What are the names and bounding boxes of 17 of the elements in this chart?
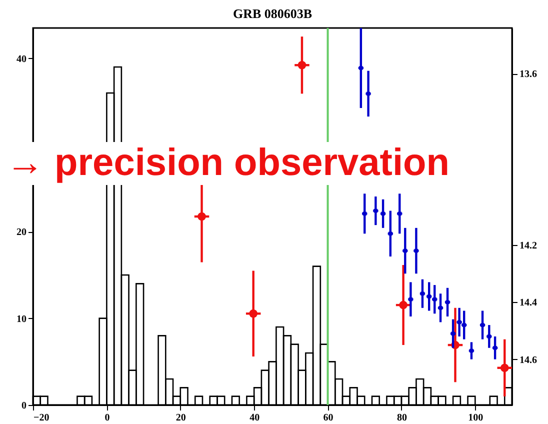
x-tick-label: 40 — [250, 412, 260, 424]
x-tick-label: 60 — [323, 412, 334, 424]
x-tick-label: 0 — [104, 412, 110, 424]
y-tick-label: 40 — [16, 54, 26, 65]
y2-tick-label: 14.4 — [520, 298, 537, 309]
x-tick-label: 100 — [468, 412, 484, 424]
y2-tick-label: 13.6 — [520, 69, 537, 80]
y-tick-label: 10 — [16, 314, 26, 325]
x-tick-label: 80 — [396, 412, 407, 424]
y2-tick-label: 14.6 — [520, 354, 537, 366]
y2-tick-label: 14.2 — [520, 240, 537, 252]
annotation: → precision observation — [2, 142, 454, 185]
y-tick-label: 20 — [16, 227, 26, 238]
chart-title: GRB 080603B — [232, 6, 312, 21]
x-tick-label: 20 — [176, 412, 186, 424]
y-tick-label: 0 — [22, 400, 26, 412]
x-tick-label: −20 — [34, 412, 50, 424]
